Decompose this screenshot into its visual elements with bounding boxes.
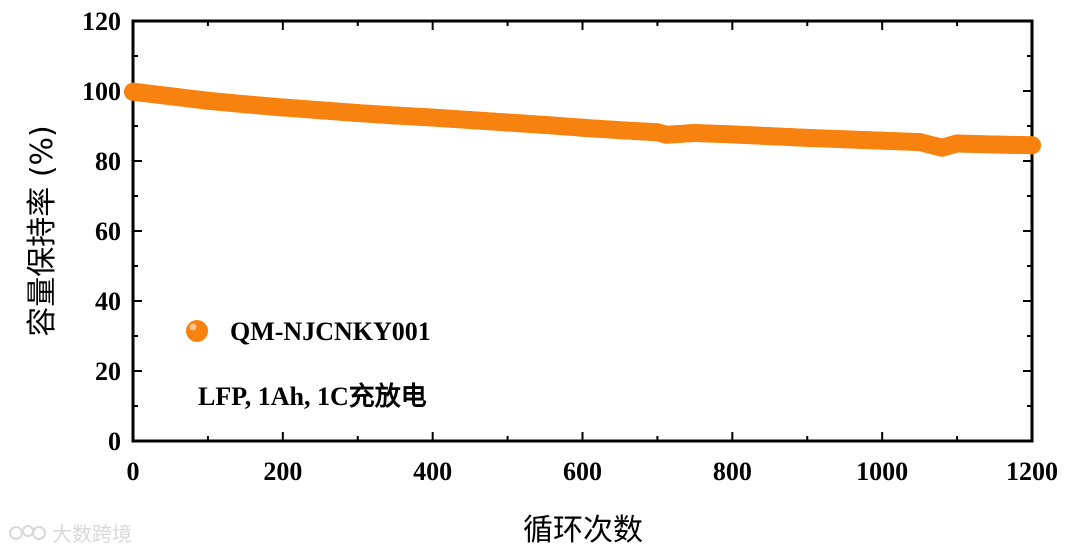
x-axis-title: 循环次数	[523, 513, 643, 548]
data-point	[536, 115, 555, 134]
data-point	[933, 138, 952, 157]
data-point	[685, 124, 704, 142]
x-tick-label: 200	[263, 457, 302, 486]
data-point	[610, 121, 629, 140]
data-point	[573, 118, 592, 137]
data-point	[461, 111, 480, 130]
data-point	[124, 82, 142, 101]
data-point	[273, 98, 292, 117]
series-points	[124, 82, 1041, 157]
data-point	[985, 135, 1004, 154]
data-point	[948, 134, 967, 153]
data-point	[723, 125, 742, 144]
legend-marker-highlight	[189, 323, 197, 331]
y-tick-label: 40	[95, 287, 121, 316]
x-tick-label: 600	[563, 457, 602, 486]
data-point	[873, 131, 892, 150]
data-point	[910, 133, 929, 152]
y-tick-labels: 0 20 40 60 80 100 120	[82, 7, 121, 456]
legend-marker	[186, 320, 208, 342]
y-tick-label: 20	[95, 357, 121, 386]
y-tick-label: 100	[82, 77, 121, 106]
data-point	[236, 95, 255, 114]
data-point	[348, 104, 367, 123]
y-tick-label: 80	[95, 147, 121, 176]
x-tick-label: 800	[713, 457, 752, 486]
y-tick-label: 0	[108, 427, 121, 456]
chart-annotation: LFP, 1Ah, 1C充放电	[198, 381, 427, 411]
x-tick-label: 400	[413, 457, 452, 486]
x-tick-labels: 0 200 400 600 800 1000 1200	[127, 457, 1059, 486]
y-axis-title: 容量保持率 (%)	[25, 125, 60, 336]
data-point	[835, 130, 854, 149]
data-point	[760, 127, 779, 146]
data-point	[423, 108, 442, 127]
data-point	[161, 87, 180, 106]
data-point	[1023, 136, 1041, 155]
watermark-text: 大数跨境	[52, 522, 132, 546]
legend-label: QM-NJCNKY001	[230, 317, 431, 346]
x-tick-label: 1200	[1006, 457, 1058, 486]
data-point	[311, 101, 330, 120]
data-point	[198, 91, 217, 110]
plot-frame	[131, 19, 1034, 443]
data-point	[657, 125, 676, 144]
y-tick-label: 120	[82, 7, 121, 36]
axis-ticks	[132, 20, 1033, 442]
x-tick-label: 0	[127, 457, 140, 486]
watermark: 大数跨境	[8, 518, 132, 547]
data-point	[386, 106, 405, 125]
data-point	[498, 113, 517, 132]
watermark-logo-icon	[9, 524, 46, 540]
data-point	[798, 128, 817, 147]
x-tick-label: 1000	[856, 457, 908, 486]
legend: QM-NJCNKY001	[186, 317, 431, 346]
y-tick-label: 60	[95, 217, 121, 246]
